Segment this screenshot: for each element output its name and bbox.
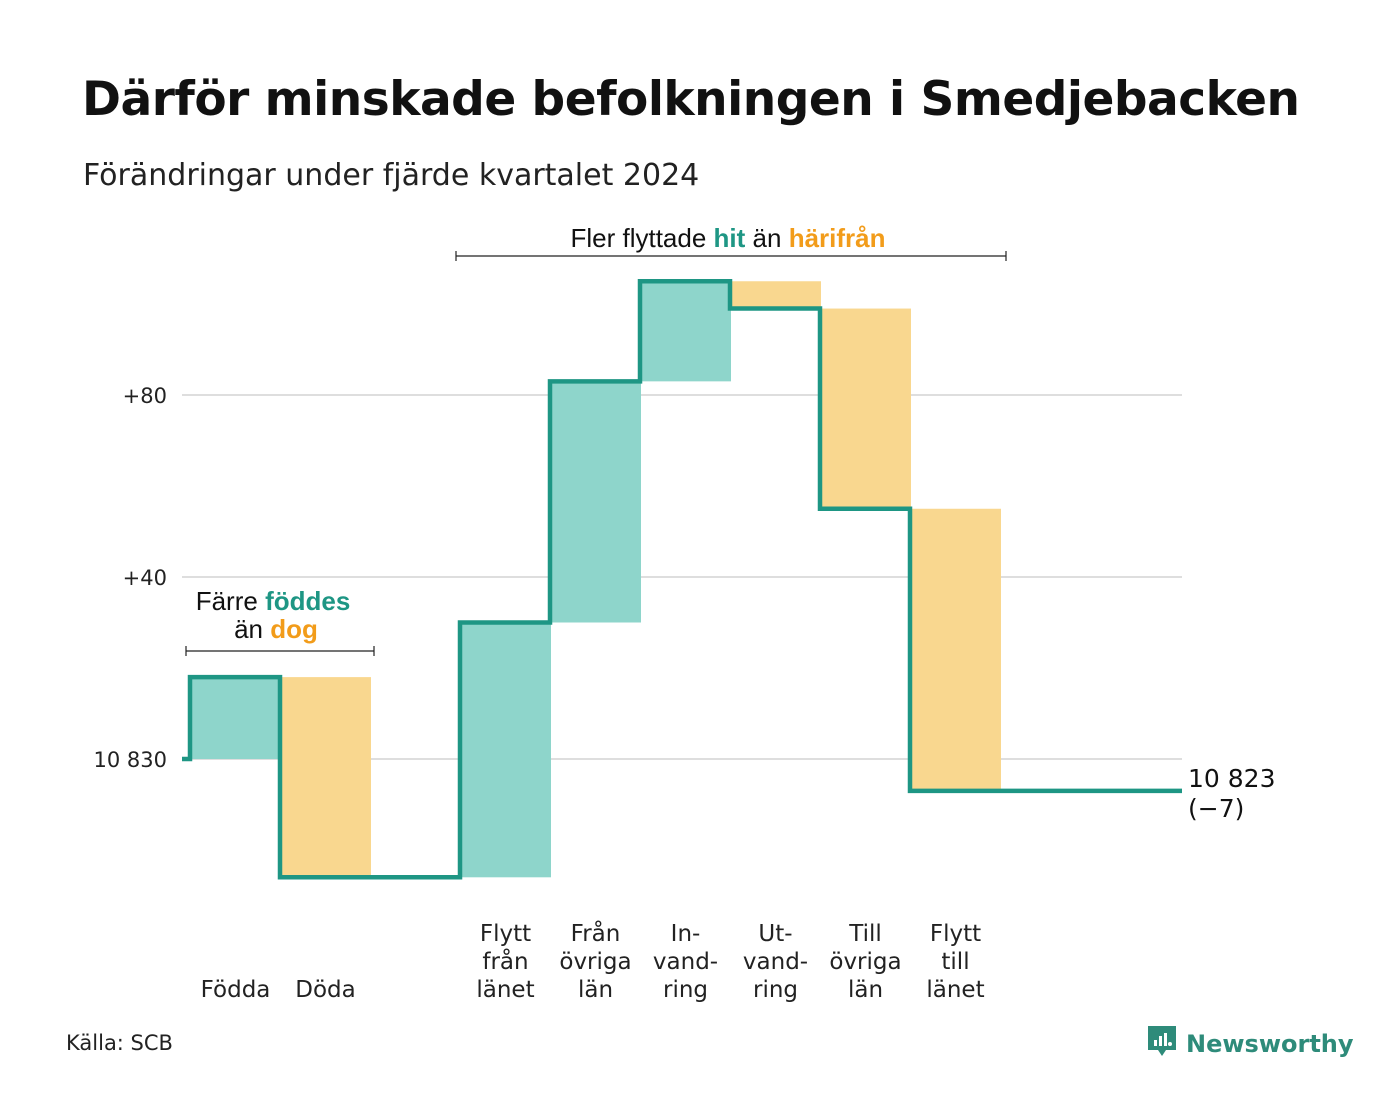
category-label: länet xyxy=(476,977,534,1003)
annotation-highlight-hit: hit xyxy=(714,223,746,253)
category-label: vand- xyxy=(743,949,808,975)
bar-invandring xyxy=(640,281,731,382)
category-label: från xyxy=(482,947,528,975)
annotation-migration: Fler flyttade hit än härifrån xyxy=(455,223,1007,261)
category-label: till xyxy=(941,949,969,975)
annotation-text: Fler flyttade xyxy=(570,223,706,253)
svg-text:än dog: än dog xyxy=(234,614,318,644)
annotation-highlight-died: dog xyxy=(270,614,318,644)
category-label: vand- xyxy=(653,949,718,975)
chart-title: Därför minskade befolkningen i Smedjebac… xyxy=(82,72,1300,127)
bar-födda xyxy=(190,677,281,759)
brand-name: Newsworthy xyxy=(1186,1030,1354,1058)
annotation-text: än xyxy=(234,614,263,644)
end-change-label: (−7) xyxy=(1188,794,1244,823)
y-tick-label: 10 830 xyxy=(94,748,167,772)
category-label: län xyxy=(578,977,613,1003)
annotation-highlight-harifran: härifrån xyxy=(789,223,886,253)
category-label: In- xyxy=(671,921,701,947)
newsworthy-logo-icon xyxy=(1146,1024,1178,1064)
category-label: Flytt xyxy=(930,921,981,947)
category-label: Till xyxy=(848,921,882,947)
chart-subtitle: Förändringar under fjärde kvartalet 2024 xyxy=(83,158,700,193)
y-tick-label: +40 xyxy=(123,566,167,590)
bar-flytt-till-länet xyxy=(910,508,1001,791)
annotation-highlight-born: föddes xyxy=(265,586,350,616)
brand-logo[interactable]: Newsworthy xyxy=(1146,1024,1354,1064)
line-layer xyxy=(182,279,1182,880)
category-label: län xyxy=(848,977,883,1003)
category-label: Ut- xyxy=(758,921,792,947)
category-label: ring xyxy=(663,977,708,1003)
category-label: Födda xyxy=(201,977,271,1003)
category-label: Flytt xyxy=(480,921,531,947)
category-label: Från xyxy=(571,919,621,947)
annotation-births-deaths: Färre föddes än dog xyxy=(185,586,375,656)
annotation-text: än xyxy=(753,223,782,253)
bar-flytt-från-länet xyxy=(460,622,551,878)
source-note: Källa: SCB xyxy=(66,1031,173,1055)
bar-från-övriga-län xyxy=(550,381,641,623)
bar-till-övriga-län xyxy=(820,308,911,509)
running-total-line xyxy=(182,279,1182,880)
svg-text:Färre föddes: Färre föddes xyxy=(196,586,351,616)
bar-utvandring xyxy=(730,281,821,309)
annotation-text: Färre xyxy=(196,586,258,616)
end-value-label: 10 823 xyxy=(1188,764,1275,793)
category-label: övriga xyxy=(829,949,901,975)
y-tick-label: +80 xyxy=(123,384,167,408)
category-label: ring xyxy=(753,977,798,1003)
svg-text:Fler flyttade hit än härifrån: Fler flyttade hit än härifrån xyxy=(570,223,885,253)
category-label: Döda xyxy=(295,977,355,1003)
category-label: länet xyxy=(926,977,984,1003)
bar-döda xyxy=(280,677,371,878)
bar-layer xyxy=(190,281,1001,878)
category-label: övriga xyxy=(559,949,631,975)
